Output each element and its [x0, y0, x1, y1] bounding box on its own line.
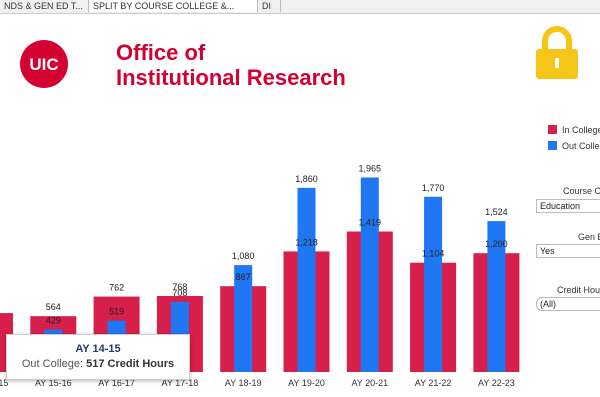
data-label: 768	[172, 282, 187, 292]
data-label: 1,104	[422, 249, 445, 259]
filter-label: Credit Hours	[557, 285, 600, 295]
filter-dropdown[interactable]: (All)	[536, 297, 600, 311]
data-label: 1,080	[232, 251, 255, 261]
data-label: 429	[46, 316, 61, 326]
bar	[234, 265, 253, 372]
data-label: 867	[236, 272, 251, 282]
data-label: 1,200	[485, 239, 508, 249]
filter-dropdown[interactable]: Education	[536, 199, 600, 213]
legend-swatch	[548, 141, 557, 150]
lock-icon	[536, 26, 578, 79]
tab[interactable]: NDS & GEN ED T...	[0, 0, 89, 12]
x-tick-label: AY 21-22	[415, 378, 452, 388]
tab[interactable]: SPLIT BY COURSE COLLEGE &...	[89, 0, 258, 12]
data-label: 1,860	[295, 174, 318, 184]
legend-label: In College	[562, 125, 600, 135]
data-label: 1,419	[359, 218, 382, 228]
filter-dropdown[interactable]: Yes	[536, 244, 600, 258]
data-label: 1,770	[422, 183, 445, 193]
x-tick-label: AY 15-16	[35, 378, 72, 388]
data-label: 1,524	[485, 207, 508, 217]
data-label: 1,218	[295, 237, 318, 247]
filter-label: Gen Ed	[578, 232, 600, 242]
x-tick-label: AY 22-23	[478, 378, 515, 388]
data-label: 519	[109, 307, 124, 317]
filter-label: Course College	[563, 186, 600, 196]
data-label: 564	[46, 302, 61, 312]
bar	[297, 187, 316, 372]
x-tick-label: AY 17-18	[162, 378, 199, 388]
x-tick-label: AY 16-17	[98, 378, 135, 388]
title-line: Office of	[116, 40, 206, 65]
tooltip-label: Out College:	[21, 358, 84, 370]
bar	[360, 177, 379, 372]
x-tick-label: AY 19-20	[288, 378, 325, 388]
logo: UIC	[20, 40, 68, 88]
tooltip: AY 14-15 Out College: 517 Credit Hours	[6, 334, 190, 380]
tooltip-title: AY 14-15	[75, 343, 121, 355]
legend-item[interactable]: Out College	[548, 141, 600, 151]
data-label: 1,965	[359, 163, 382, 173]
tab-bar: NDS & GEN ED T... SPLIT BY COURSE COLLEG…	[0, 0, 600, 14]
x-tick-label: AY 18-19	[225, 378, 262, 388]
bar	[424, 196, 443, 372]
x-tick-label: AY 14-15	[0, 378, 8, 388]
data-label: 708	[172, 288, 187, 298]
tooltip-value: 517 Credit Hours	[86, 358, 175, 370]
logo-text: UIC	[29, 55, 58, 74]
tooltip-body: Out College: 517 Credit Hours	[7, 358, 189, 370]
legend-item[interactable]: In College	[548, 125, 600, 135]
bar	[487, 221, 506, 372]
data-label: 762	[109, 283, 124, 293]
legend-swatch	[548, 125, 557, 134]
tab[interactable]: DI	[258, 0, 281, 12]
title-line: Institutional Research	[116, 65, 346, 90]
legend-label: Out College	[562, 141, 600, 151]
x-tick-label: AY 20-21	[351, 378, 388, 388]
